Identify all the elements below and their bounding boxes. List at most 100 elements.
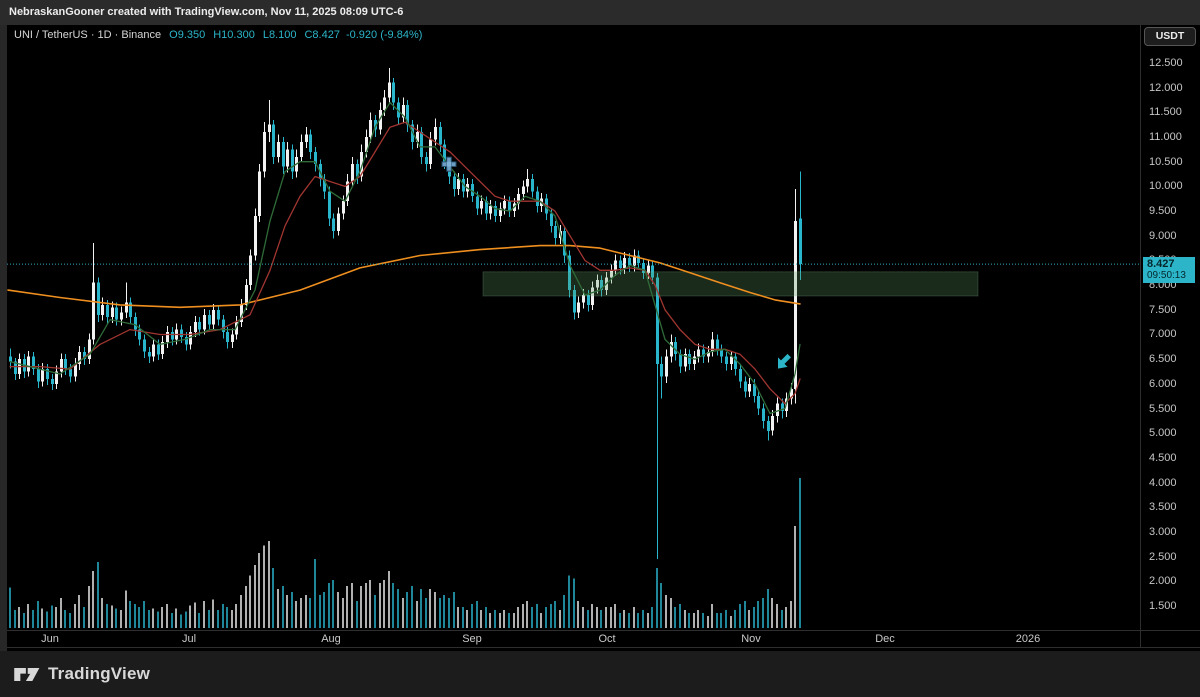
volume-bar — [235, 604, 237, 628]
candle-body — [633, 255, 636, 266]
candle-body — [526, 179, 529, 187]
chart-canvas[interactable]: UNI / TetherUS · 1D · Binance O9.350 H10.3… — [7, 25, 1140, 630]
volume-bar — [83, 607, 85, 628]
volume-bar — [226, 607, 228, 628]
currency-toggle-button[interactable]: USDT — [1144, 27, 1196, 46]
candle-body — [508, 201, 511, 212]
volume-bar — [582, 607, 584, 628]
candle-body — [92, 282, 95, 340]
volume-bar — [762, 598, 764, 628]
volume-bar — [619, 613, 621, 628]
volume-bar — [208, 610, 210, 628]
candle-body — [32, 356, 35, 369]
volume-bar — [513, 613, 515, 628]
candle-body — [106, 304, 109, 318]
candle-body — [647, 265, 650, 273]
candle-body — [697, 349, 700, 357]
volume-bar — [55, 607, 57, 628]
candle-body — [134, 317, 137, 330]
volume-bar — [337, 592, 339, 628]
candle-body — [402, 105, 405, 118]
candle-body — [485, 201, 488, 214]
volume-bar — [379, 583, 381, 628]
candle-body — [222, 319, 225, 332]
volume-bar — [342, 598, 344, 628]
volume-bar — [457, 607, 459, 628]
volume-bar — [388, 571, 390, 628]
volume-bar — [540, 613, 542, 628]
volume-bar — [480, 610, 482, 628]
volume-bar — [319, 595, 321, 628]
candle-body — [9, 356, 12, 362]
candle-body — [166, 332, 169, 342]
volume-bar — [180, 614, 182, 628]
candle-body — [734, 356, 737, 369]
volume-bar — [462, 607, 464, 628]
candle-body — [60, 359, 63, 372]
volume-bar — [60, 598, 62, 628]
candle-body — [337, 213, 340, 231]
volume-bar — [263, 545, 265, 628]
candle-body — [757, 396, 760, 409]
volume-bar — [684, 610, 686, 628]
candle-body — [573, 290, 576, 313]
candle-body — [314, 151, 317, 165]
volume-bar — [623, 610, 625, 628]
candle-body — [300, 142, 303, 157]
price-axis[interactable]: USDT 12.500 12.000 11.500 11.000 10.500 10.00… — [1140, 25, 1200, 630]
volume-bar — [453, 592, 455, 628]
candle-body — [397, 102, 400, 118]
volume-bar — [674, 607, 676, 628]
volume-bar — [254, 565, 256, 628]
volume-bar — [78, 595, 80, 628]
volume-bar — [610, 607, 612, 628]
volume-bar — [748, 610, 750, 628]
candle-body — [161, 341, 164, 355]
volume-bar — [32, 610, 34, 628]
candle-body — [656, 277, 659, 365]
volume-bar — [148, 610, 150, 628]
candle-body — [78, 351, 81, 365]
volume-bar — [536, 604, 538, 628]
candle-body — [328, 191, 331, 219]
symbol-legend: UNI / TetherUS · 1D · Binance O9.350 H10.3… — [14, 29, 422, 41]
candle-body — [471, 183, 474, 197]
change-value: -0.920 (-9.84%) — [345, 29, 423, 41]
candle-body — [74, 364, 77, 377]
volume-bar — [707, 616, 709, 628]
volume-bar — [69, 613, 71, 628]
candle-body — [610, 270, 613, 278]
volume-bar — [720, 613, 722, 628]
candle-body — [665, 356, 668, 377]
volume-bar — [97, 562, 99, 628]
volume-bar — [637, 613, 639, 628]
volume-bar — [249, 575, 251, 628]
time-axis[interactable]: Jun Jul Aug Sep Oct Nov Dec 2026 — [7, 630, 1140, 648]
candle-body — [254, 216, 257, 256]
tradingview-brand[interactable]: TradingView — [48, 664, 151, 683]
volume-bar — [356, 601, 358, 628]
candle-body — [748, 383, 751, 392]
volume-bar — [485, 607, 487, 628]
price-tick: 9.500 — [1149, 205, 1177, 217]
time-axis-label: Dec — [875, 633, 895, 645]
volume-bar — [231, 610, 233, 628]
candle-body — [684, 354, 687, 367]
candle-body — [286, 149, 289, 167]
candle-body — [762, 408, 765, 421]
candle-body — [258, 171, 261, 216]
tradingview-logo-icon[interactable] — [13, 666, 40, 683]
volume-bar — [291, 592, 293, 628]
volume-bar — [41, 608, 43, 628]
price-tick: 2.500 — [1149, 551, 1177, 563]
volume-bar — [448, 598, 450, 628]
volume-bar — [157, 611, 159, 628]
volume-bar — [189, 605, 191, 628]
volume-bar — [309, 598, 311, 628]
candle-body — [725, 356, 728, 365]
volume-bar — [665, 595, 667, 628]
candle-body — [554, 225, 557, 239]
candle-body — [499, 208, 502, 216]
candle-body — [138, 329, 141, 340]
volume-bar — [466, 610, 468, 628]
